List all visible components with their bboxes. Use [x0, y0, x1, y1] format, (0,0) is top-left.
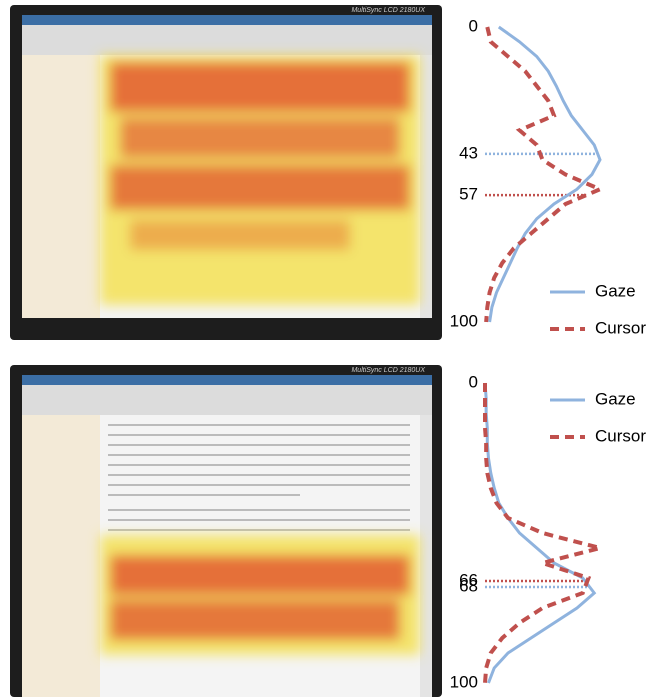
legend-label: Cursor: [595, 318, 646, 337]
y-tick-label: 0: [469, 372, 478, 391]
monitor-brand: MultiSync LCD 2180UX: [351, 367, 425, 374]
y-tick-label: 100: [450, 311, 478, 330]
heatmap: [100, 55, 420, 305]
series-line: [485, 383, 600, 683]
y-tick-label: 100: [450, 672, 478, 691]
y-tick-label: 57: [459, 185, 478, 204]
legend-label: Cursor: [595, 426, 646, 445]
y-tick-label: 68: [459, 576, 478, 595]
heatmap: [100, 535, 420, 655]
monitor: MultiSync LCD 2180UX: [10, 365, 442, 697]
y-tick-label: 43: [459, 143, 478, 162]
legend-label: Gaze: [595, 389, 636, 408]
monitor: MultiSync LCD 2180UX: [10, 5, 442, 340]
y-tick-label: 0: [469, 16, 478, 35]
monitor-brand: MultiSync LCD 2180UX: [351, 7, 425, 14]
figure: MultiSync LCD 2180UX MultiSync LCD 2180U…: [0, 0, 654, 697]
legend-label: Gaze: [595, 281, 636, 300]
series-line: [490, 27, 600, 322]
